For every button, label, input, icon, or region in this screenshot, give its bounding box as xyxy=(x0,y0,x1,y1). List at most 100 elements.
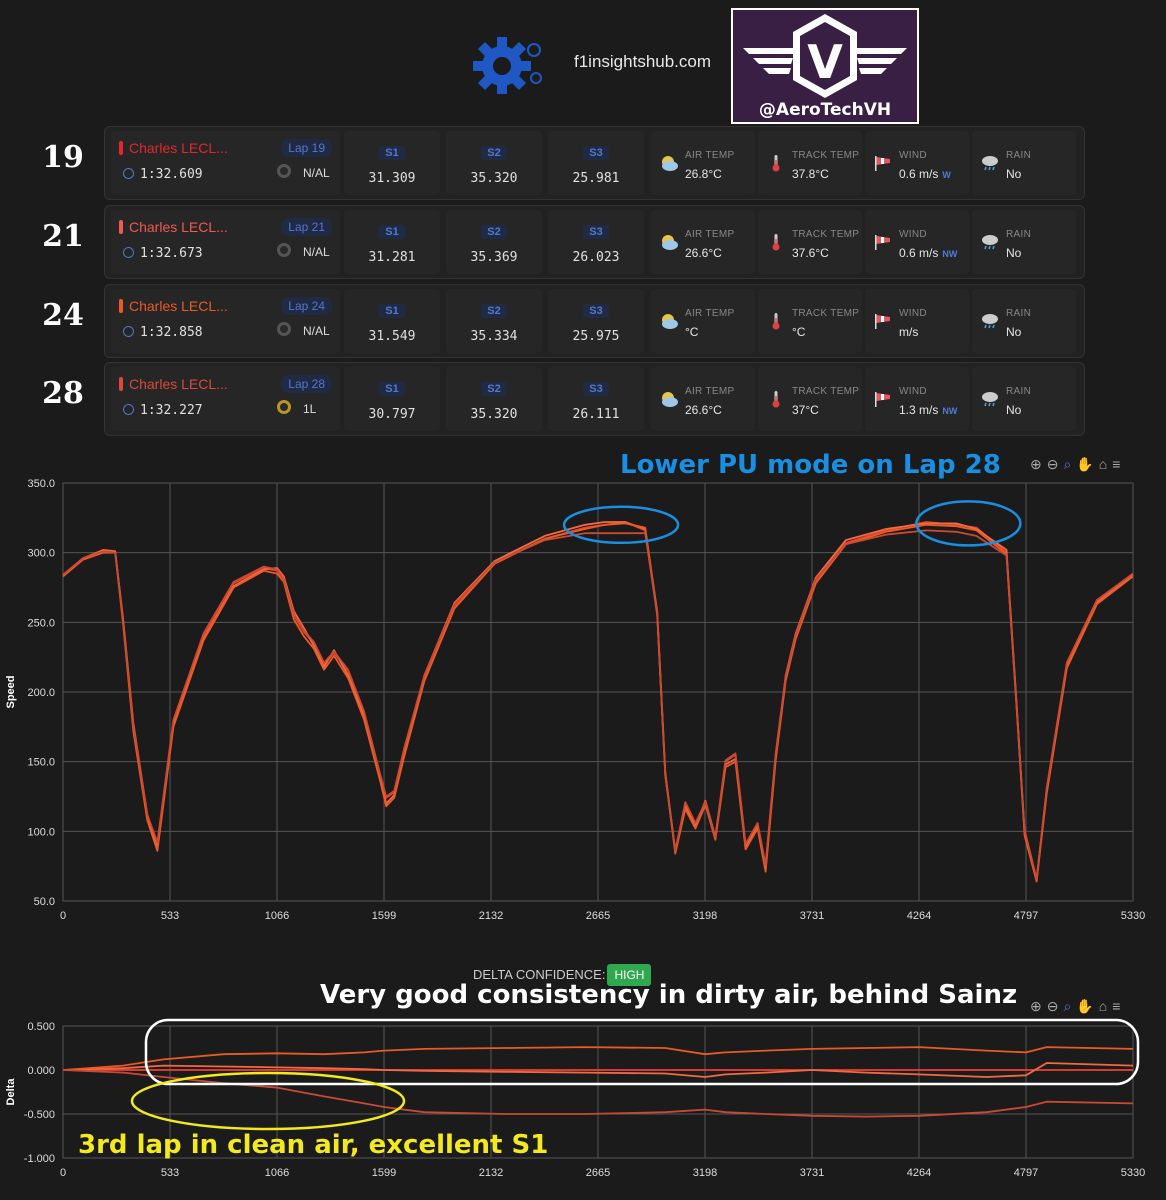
sector-time: 35.369 xyxy=(470,250,518,265)
annotation-dirty-air: Very good consistency in dirty air, behi… xyxy=(320,980,1018,1010)
logo-letter: V xyxy=(807,35,843,89)
wind-direction: NW xyxy=(942,406,958,416)
x-tick-label: 2132 xyxy=(479,1167,503,1179)
zoom-out-icon[interactable]: ⊖ xyxy=(1046,456,1064,472)
delta-confidence: DELTA CONFIDENCE: HIGH xyxy=(473,964,652,986)
x-tick-label: 3731 xyxy=(800,1167,824,1179)
rain-cloud-icon xyxy=(982,235,998,250)
x-tick-label: 4264 xyxy=(907,910,931,922)
sector-s2: S2 35.320 xyxy=(446,367,542,431)
sector-s3: S3 26.023 xyxy=(548,210,644,274)
track-temp-panel: TRACK TEMP 37°C xyxy=(758,367,862,431)
tyre-label: N/AL xyxy=(303,245,330,259)
lap-badge: Lap 21 xyxy=(281,218,332,236)
x-tick-label: 5330 xyxy=(1121,1167,1145,1179)
wind-panel: WIND 1.3 m/s NW xyxy=(865,367,969,431)
track-temp-value: 37.6°C xyxy=(792,246,829,260)
delta-chart: 0 533 1066 1599 2132 2665 3198 3731 4264 4797 5330… xyxy=(5,1018,1145,1179)
lap-time: 1:32.673 xyxy=(123,246,203,261)
lap-time: 1:32.609 xyxy=(123,167,203,182)
series-line-lap-28 xyxy=(62,1069,1134,1118)
track-temp-label: TRACK TEMP xyxy=(792,308,860,319)
lap-badge: Lap 19 xyxy=(281,139,332,157)
logo-handle: @AeroTechVH xyxy=(758,100,892,120)
rain-cloud-icon xyxy=(982,314,998,329)
track-temp-label: TRACK TEMP xyxy=(792,150,860,161)
driver-name: Charles LECL... xyxy=(129,219,228,235)
lap-row: 28 Charles LECL... Lap 28 1:32.227 1L S1… xyxy=(0,360,1166,438)
lap-card[interactable]: Charles LECL... Lap 19 1:32.609 N/AL S1 … xyxy=(104,126,1085,200)
sector-s3: S3 25.975 xyxy=(548,289,644,353)
tyre-icon xyxy=(277,243,291,257)
air-temp-panel: AIR TEMP 26.6°C xyxy=(651,210,755,274)
x-tick-label: 1066 xyxy=(265,910,289,922)
wind-value: 0.6 m/s W xyxy=(899,167,951,181)
wind-speed: 0.6 m/s xyxy=(899,246,939,260)
sector-label: S2 xyxy=(481,225,507,239)
home-icon[interactable]: ⌂ xyxy=(1098,456,1113,472)
air-temp-panel: AIR TEMP °C xyxy=(651,289,755,353)
site-name[interactable]: f1insightshub.com xyxy=(574,52,712,71)
driver-color-bar xyxy=(119,141,123,155)
tyre-label: N/AL xyxy=(303,166,330,180)
driver-panel: Charles LECL... Lap 28 1:32.227 1L xyxy=(111,367,340,431)
delta-zoom-in-icon[interactable]: ⊕ xyxy=(1030,998,1047,1014)
lap-card[interactable]: Charles LECL... Lap 24 1:32.858 N/AL S1 … xyxy=(104,284,1085,358)
zoom-select-icon[interactable]: ⌕ xyxy=(1063,456,1077,472)
delta-zoom-out-icon[interactable]: ⊖ xyxy=(1046,998,1064,1014)
sector-time: 31.309 xyxy=(368,171,416,186)
thermometer-icon xyxy=(772,234,780,251)
clock-icon xyxy=(123,326,134,337)
delta-menu-icon[interactable]: ≡ xyxy=(1112,998,1126,1014)
y-axis-label: Delta xyxy=(5,1078,17,1106)
tyre-icon xyxy=(277,400,291,414)
pan-icon[interactable]: ✋ xyxy=(1076,456,1099,472)
rain-label: RAIN xyxy=(1006,308,1032,319)
y-tick-label: 100.0 xyxy=(27,826,55,838)
rain-cloud-icon xyxy=(982,156,998,171)
lap-number: 19 xyxy=(42,140,84,175)
y-tick-label: 0.500 xyxy=(27,1021,55,1033)
x-tick-label: 3198 xyxy=(693,1167,717,1179)
lap-card[interactable]: Charles LECL... Lap 21 1:32.673 N/AL S1 … xyxy=(104,205,1085,279)
rain-panel: RAIN No xyxy=(972,131,1076,195)
wind-direction: NW xyxy=(942,249,958,259)
x-tick-label: 533 xyxy=(161,910,179,922)
rain-value: No xyxy=(1006,325,1022,339)
lap-row: 19 Charles LECL... Lap 19 1:32.609 N/AL … xyxy=(0,124,1166,202)
sector-s3: S3 25.981 xyxy=(548,131,644,195)
wind-label: WIND xyxy=(899,150,927,161)
delta-home-icon[interactable]: ⌂ xyxy=(1098,998,1113,1014)
x-tick-label: 3198 xyxy=(693,910,717,922)
lap-card[interactable]: Charles LECL... Lap 28 1:32.227 1L S1 30… xyxy=(104,362,1085,436)
delta-zoom-select-icon[interactable]: ⌕ xyxy=(1063,998,1077,1014)
sector-label: S2 xyxy=(481,382,507,396)
sector-s2: S2 35.334 xyxy=(446,289,542,353)
delta-chart-toolbar[interactable]: ⊕⊖⌕✋⌂≡ xyxy=(1030,998,1125,1015)
tyre-icon xyxy=(277,164,291,178)
rain-panel: RAIN No xyxy=(972,210,1076,274)
menu-icon[interactable]: ≡ xyxy=(1112,456,1126,472)
sector-time: 26.111 xyxy=(572,407,620,422)
y-tick-label: 300.0 xyxy=(27,548,55,560)
air-temp-value: 26.6°C xyxy=(685,403,722,417)
sector-time: 25.981 xyxy=(572,171,620,186)
driver-name: Charles LECL... xyxy=(129,376,228,392)
wind-panel: WIND m/s xyxy=(865,289,969,353)
series-line-lap-24 xyxy=(62,522,1134,883)
wind-panel: WIND 0.6 m/s NW xyxy=(865,210,969,274)
zoom-in-icon[interactable]: ⊕ xyxy=(1030,456,1047,472)
sector-label: S1 xyxy=(379,146,405,160)
sector-label: S3 xyxy=(583,146,609,160)
sector-time: 31.281 xyxy=(368,250,416,265)
chart-toolbar[interactable]: ⊕⊖⌕✋⌂≡ xyxy=(1030,456,1125,473)
clock-icon xyxy=(123,404,134,415)
delta-pan-icon[interactable]: ✋ xyxy=(1076,998,1099,1014)
sector-label: S3 xyxy=(583,382,609,396)
lap-time-value: 1:32.227 xyxy=(140,403,203,418)
air-temp-value: °C xyxy=(685,325,699,339)
aerotech-logo: V @AeroTechVH xyxy=(731,8,919,124)
driver-color-bar xyxy=(119,299,123,313)
driver-panel: Charles LECL... Lap 21 1:32.673 N/AL xyxy=(111,210,340,274)
annotation-clean-air: 3rd lap in clean air, excellent S1 xyxy=(78,1130,549,1160)
